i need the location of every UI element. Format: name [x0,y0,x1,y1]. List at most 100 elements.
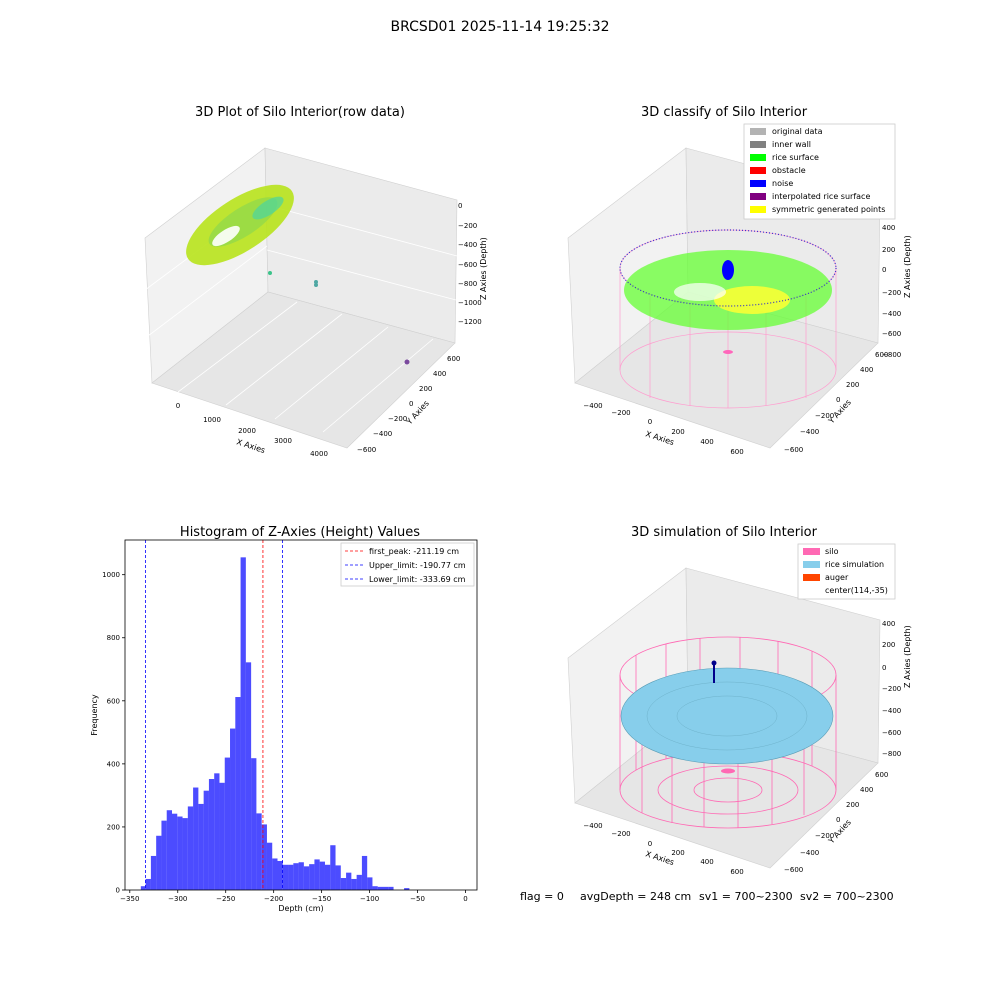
histogram-bar [324,864,331,890]
histogram-bar [351,878,357,890]
svg-text:−1200: −1200 [458,318,482,326]
panel2-xticks: −400 −200 0 200 400 600 [583,402,743,456]
histogram-bar [346,872,352,890]
panel2-legend: original data inner wall rice surface ob… [743,123,896,220]
histogram-bar [261,824,267,890]
histogram-bar [251,758,257,890]
histogram-bar [319,861,325,890]
svg-text:400: 400 [860,786,873,794]
svg-text:600: 600 [875,351,888,359]
svg-text:−1000: −1000 [458,299,482,307]
svg-text:0: 0 [409,400,413,408]
histogram-bar [224,757,231,890]
svg-text:−200: −200 [458,222,477,230]
svg-text:−200: −200 [611,830,630,838]
legend-swatch-rice-simulation [803,561,820,568]
svg-text:600: 600 [447,355,460,363]
status-avg-depth: avgDepth = 248 cm [580,890,691,903]
legend-swatch-noise [750,180,766,187]
panel2-title: 3D classify of Silo Interior [641,105,808,120]
histogram-bar [272,858,278,890]
svg-text:200: 200 [671,849,684,857]
svg-text:−200: −200 [815,412,834,420]
histogram-bar [340,878,347,890]
histogram-bar [277,860,283,890]
histogram-bar [140,886,146,890]
svg-text:−400: −400 [800,849,819,857]
svg-text:600: 600 [730,868,743,876]
svg-text:−200: −200 [882,289,901,297]
histogram-bar [166,810,172,890]
svg-text:−200: −200 [882,685,901,693]
histogram-bar [256,813,262,890]
svg-text:−200: −200 [611,409,630,417]
panel2-classified-points [619,229,837,354]
histogram-bar [235,697,241,890]
panel2-zlabel: Z Axies (Depth) [903,235,912,298]
svg-text:4000: 4000 [310,450,328,458]
svg-text:−400: −400 [882,707,901,715]
svg-text:Upper_limit: -190.77 cm: Upper_limit: -190.77 cm [369,561,466,570]
panel2-yticks: 600 400 200 0 −200 −400 −600 [784,351,888,454]
panel3-legend: silo rice simulation auger center(114,-3… [797,543,896,600]
status-flag: flag = 0 [520,890,564,903]
svg-text:200: 200 [846,801,859,809]
panel1-title: 3D Plot of Silo Interior(row data) [195,105,405,120]
svg-text:0: 0 [648,418,652,426]
panel3-title: 3D simulation of Silo Interior [631,525,818,540]
histogram-bar [309,864,315,890]
histogram-bar [367,877,373,890]
svg-text:auger: auger [825,573,849,582]
histogram-bar [314,859,320,890]
svg-text:symmetric generated points: symmetric generated points [772,205,885,214]
svg-text:−200: −200 [388,415,407,423]
svg-text:1000: 1000 [203,416,221,424]
panel3-zticks: 400 200 0 −200 −400 −600 −800 [882,620,901,758]
histogram-xtick-label: −150 [312,895,331,903]
histogram-xtick-label: −350 [120,895,139,903]
histogram-bar [361,855,368,890]
svg-text:400: 400 [700,438,713,446]
histogram-bar [171,813,178,890]
svg-text:400: 400 [882,620,895,628]
histogram-bar [208,779,215,890]
histogram-bar [230,728,236,890]
legend-swatch-auger [803,574,820,581]
svg-text:−600: −600 [357,446,376,454]
svg-text:original data: original data [772,127,823,136]
histogram-bar [156,835,162,890]
status-sv1: sv1 = 700~2300 [699,890,793,903]
svg-text:rice surface: rice surface [772,153,819,162]
histogram-bar [330,845,336,890]
panel-classify-3d: 3D classify of Silo Interior [567,105,912,456]
histogram-bar [219,782,225,890]
legend-swatch-original-data [750,128,766,135]
svg-text:−400: −400 [373,430,392,438]
panel1-xlabel: X Axies [235,437,266,455]
histogram-bar [372,886,378,890]
svg-text:600: 600 [875,771,888,779]
svg-text:−400: −400 [458,241,477,249]
histogram-bar [245,662,252,890]
histogram-bar [187,806,194,890]
svg-text:−600: −600 [784,866,803,874]
histogram-xtick-label: −250 [216,895,235,903]
svg-text:0: 0 [882,266,886,274]
suptitle: BRCSD01 2025-11-14 19:25:32 [390,19,609,35]
svg-text:−600: −600 [458,261,477,269]
histogram-axes-frame [124,539,478,891]
svg-text:0: 0 [836,816,840,824]
svg-text:silo: silo [825,547,839,556]
histogram-ytick-label: 600 [107,697,120,705]
svg-text:400: 400 [433,370,446,378]
histogram-bar [161,820,167,890]
histogram-ytick-label: 400 [107,760,120,768]
histogram-bar [388,886,394,890]
svg-text:400: 400 [882,224,895,232]
histogram-bar [203,790,209,890]
histogram-yticks: 0 200 400 600 800 1000 [102,571,125,895]
panel-simulation-3d: 3D simulation of Silo Interior [567,525,912,876]
histogram-ylabel: Frequency [90,694,99,736]
histogram-xtick-label: −100 [360,895,379,903]
